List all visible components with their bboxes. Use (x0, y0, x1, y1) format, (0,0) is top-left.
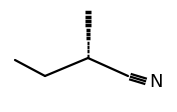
Text: N: N (149, 73, 162, 91)
